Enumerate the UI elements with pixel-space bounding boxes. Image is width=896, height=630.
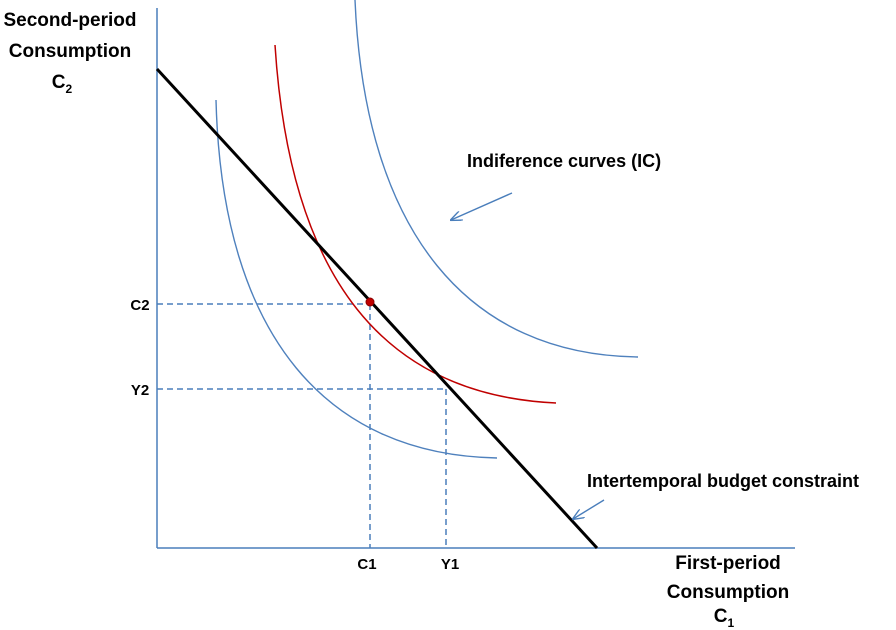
optimum-point — [365, 297, 375, 307]
indifference-curves-label: Indiference curves (IC) — [467, 151, 661, 171]
indifference-curve-low — [215, 99, 498, 459]
x-axis-symbol-subscript: 1 — [728, 616, 735, 630]
tick-label-y1: Y1 — [441, 556, 459, 573]
indifference-curve-high — [354, 0, 639, 358]
ic-annotation-arrow — [451, 192, 513, 220]
tick-label-c1: C1 — [357, 556, 376, 573]
x-axis-title-line1: First-period — [675, 553, 781, 574]
budget-annotation-arrow — [573, 499, 605, 519]
x-axis-symbol: C1 — [714, 606, 735, 630]
tick-label-y2: Y2 — [131, 382, 149, 399]
budget-constraint-line — [155, 67, 599, 550]
x-axis-title-line2: Consumption — [667, 582, 789, 603]
budget-constraint-label: Intertemporal budget constraint — [587, 471, 859, 491]
y-axis-title-line2: Consumption — [9, 41, 131, 62]
y-axis-symbol-letter: C — [52, 72, 66, 93]
indifference-curve-optimal — [274, 44, 557, 404]
x-axis-symbol-letter: C — [714, 606, 728, 627]
tick-label-c2: C2 — [130, 297, 149, 314]
y-axis-symbol: C2 — [52, 72, 73, 96]
y-axis-symbol-subscript: 2 — [66, 82, 73, 96]
y-axis-title-line1: Second-period — [3, 10, 136, 31]
